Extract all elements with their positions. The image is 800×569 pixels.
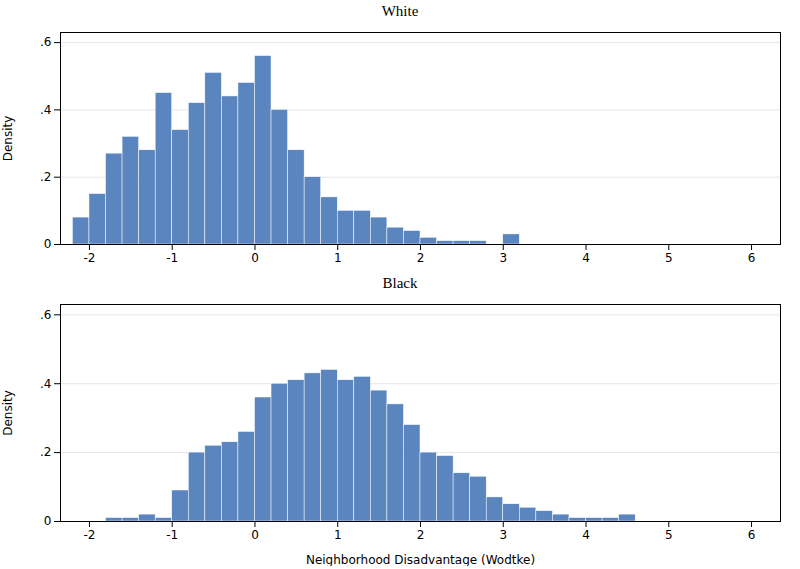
svg-text:2: 2 — [417, 251, 425, 265]
html-text:White: White — [381, 3, 419, 19]
svg-text:3: 3 — [499, 251, 507, 265]
svg-text:0: 0 — [251, 528, 259, 542]
svg-text:Density: Density — [1, 116, 15, 162]
svg-text:3: 3 — [499, 528, 507, 542]
svg-text:1: 1 — [334, 251, 342, 265]
html-text:Black: Black — [382, 275, 418, 291]
svg-text:-2: -2 — [83, 251, 95, 265]
svg-text:.4: .4 — [40, 377, 51, 391]
svg-text:.6: .6 — [40, 308, 51, 322]
svg-text:0: 0 — [251, 251, 259, 265]
svg-text:4: 4 — [582, 528, 590, 542]
svg-text:.2: .2 — [40, 170, 51, 184]
svg-text:5: 5 — [665, 528, 673, 542]
svg-text:Neighborhood Disadvantage (Wod: Neighborhood Disadvantage (Wodtke) — [306, 553, 535, 567]
svg-text:4: 4 — [582, 251, 590, 265]
svg-text:Density: Density — [1, 390, 15, 436]
svg-text:5: 5 — [665, 251, 673, 265]
svg-text:0: 0 — [44, 237, 52, 251]
svg-text:6: 6 — [748, 251, 756, 265]
svg-text:-1: -1 — [166, 251, 178, 265]
svg-text:.4: .4 — [40, 103, 51, 117]
svg-text:1: 1 — [334, 528, 342, 542]
svg-text:6: 6 — [748, 528, 756, 542]
svg-text:2: 2 — [417, 528, 425, 542]
svg-text:-1: -1 — [166, 528, 178, 542]
svg-text:.2: .2 — [40, 445, 51, 459]
svg-text:-2: -2 — [83, 528, 95, 542]
svg-text:0: 0 — [44, 514, 52, 528]
svg-text:.6: .6 — [40, 35, 51, 49]
